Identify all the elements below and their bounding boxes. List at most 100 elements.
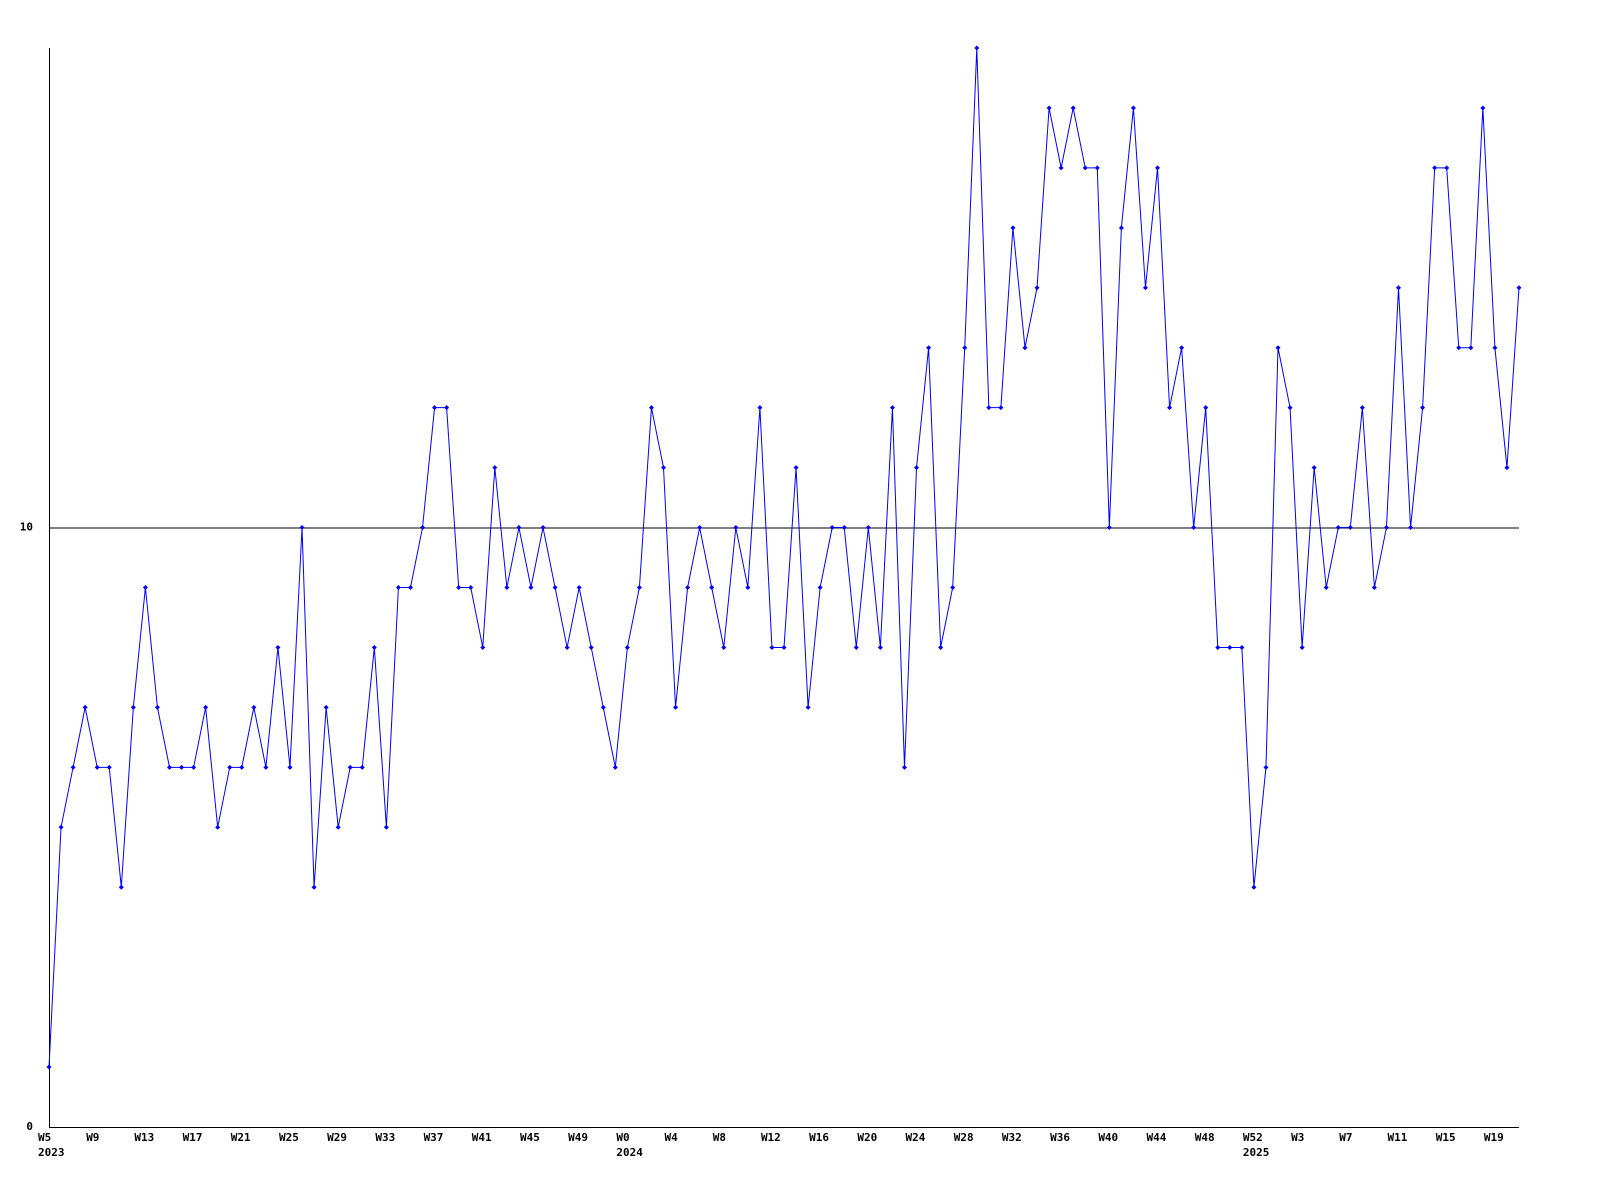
data-point xyxy=(1227,644,1233,650)
data-point xyxy=(841,525,847,531)
data-point xyxy=(275,644,281,650)
data-point xyxy=(118,884,124,890)
data-point xyxy=(938,644,944,650)
data-point xyxy=(106,764,112,770)
x-year-label: 2024 xyxy=(616,1146,643,1159)
data-point xyxy=(733,525,739,531)
x-tick-label: W24 xyxy=(906,1131,926,1144)
data-point xyxy=(564,644,570,650)
data-point xyxy=(347,764,353,770)
data-point xyxy=(793,465,799,471)
data-point xyxy=(142,585,148,590)
data-point xyxy=(311,884,317,890)
data-point xyxy=(1311,465,1317,471)
x-tick-label: W41 xyxy=(472,1131,492,1144)
data-point xyxy=(1432,165,1438,171)
data-point xyxy=(1420,405,1426,411)
x-year-label: 2025 xyxy=(1243,1146,1270,1159)
data-point xyxy=(82,704,88,710)
x-tick-label: W28 xyxy=(954,1131,974,1144)
data-point xyxy=(1408,525,1414,531)
data-point xyxy=(576,585,582,590)
data-point xyxy=(817,585,823,590)
data-point xyxy=(1456,345,1462,351)
data-point xyxy=(697,525,703,531)
data-point xyxy=(263,764,269,770)
data-point xyxy=(673,704,679,710)
data-point xyxy=(480,644,486,650)
data-point xyxy=(986,405,992,411)
x-tick-label: W44 xyxy=(1147,1131,1167,1144)
data-point xyxy=(901,764,907,770)
data-point xyxy=(1335,525,1341,531)
data-point xyxy=(179,764,185,770)
data-line xyxy=(48,47,1520,1068)
x-tick-label: W45 xyxy=(520,1131,540,1144)
data-point xyxy=(1130,105,1136,111)
data-point xyxy=(1082,165,1088,171)
data-point xyxy=(745,585,751,590)
data-point xyxy=(420,525,426,531)
data-point xyxy=(1142,285,1148,291)
x-tick-label: W49 xyxy=(568,1131,588,1144)
x-tick-label: W20 xyxy=(857,1131,877,1144)
data-point xyxy=(624,644,630,650)
data-point xyxy=(359,764,365,770)
x-tick-label: W29 xyxy=(327,1131,347,1144)
data-point xyxy=(781,644,787,650)
data-point xyxy=(516,525,522,531)
data-point xyxy=(1275,345,1281,351)
data-point xyxy=(203,704,209,710)
data-point xyxy=(1167,405,1173,411)
data-point xyxy=(709,585,715,590)
data-point xyxy=(215,824,221,830)
data-point xyxy=(998,405,1004,411)
x-tick-label: W37 xyxy=(424,1131,444,1144)
x-tick-label: W3 xyxy=(1291,1131,1304,1144)
data-point xyxy=(130,704,136,710)
data-point xyxy=(504,585,510,590)
data-point xyxy=(1046,105,1052,111)
x-tick-label: W32 xyxy=(1002,1131,1022,1144)
data-point xyxy=(335,824,341,830)
data-point xyxy=(1106,525,1112,531)
data-point xyxy=(1371,585,1377,590)
data-point xyxy=(287,764,293,770)
data-point xyxy=(371,644,377,650)
data-point xyxy=(383,824,389,830)
data-point xyxy=(1191,525,1197,531)
data-point xyxy=(1251,884,1257,890)
x-tick-label: W15 xyxy=(1436,1131,1456,1144)
data-point xyxy=(552,585,558,590)
data-point xyxy=(239,764,245,770)
data-point xyxy=(1118,225,1124,231)
data-point xyxy=(1155,165,1161,171)
y-tick-label: 0 xyxy=(26,1120,33,1133)
data-point xyxy=(769,644,775,650)
data-point xyxy=(1299,644,1305,650)
data-point xyxy=(540,525,546,531)
data-point xyxy=(661,465,667,471)
data-point xyxy=(1058,165,1064,171)
data-point xyxy=(1070,105,1076,111)
x-tick-label: W19 xyxy=(1484,1131,1504,1144)
data-point xyxy=(94,764,100,770)
data-point xyxy=(865,525,871,531)
data-point xyxy=(962,345,968,351)
x-tick-label: W5 xyxy=(38,1131,51,1144)
data-point xyxy=(914,465,920,471)
x-tick-label: W4 xyxy=(665,1131,679,1144)
x-tick-label: W0 xyxy=(616,1131,629,1144)
data-point xyxy=(1287,405,1293,411)
data-point xyxy=(950,585,956,590)
data-point xyxy=(432,405,438,411)
data-point xyxy=(299,525,305,531)
data-point xyxy=(612,764,618,770)
x-tick-label: W33 xyxy=(375,1131,395,1144)
x-tick-label: W21 xyxy=(231,1131,251,1144)
data-point xyxy=(648,405,654,411)
data-point xyxy=(757,405,763,411)
data-point xyxy=(1263,764,1269,770)
x-tick-label: W52 xyxy=(1243,1131,1263,1144)
